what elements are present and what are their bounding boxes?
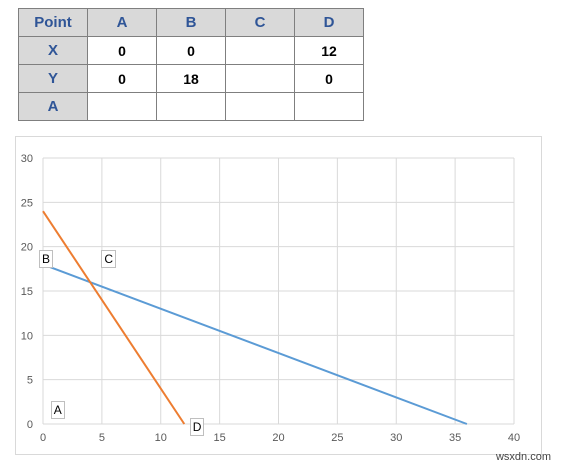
table-header-cell: A [87, 8, 157, 37]
y-tick-label: 10 [21, 330, 33, 342]
table-header-cell: B [156, 8, 226, 37]
table-cell: 0 [294, 64, 364, 93]
table-cell: 0 [87, 36, 157, 65]
x-tick-label: 35 [449, 432, 461, 444]
point-label: D [189, 418, 205, 437]
point-label: B [39, 249, 54, 268]
series-line [42, 263, 468, 425]
table-cell: 12 [294, 36, 364, 65]
table-cell [225, 64, 295, 93]
table-cell [156, 92, 226, 121]
table-cell [294, 92, 364, 121]
table-cell [225, 36, 295, 65]
row-label: X [18, 36, 88, 65]
table-header-row: Point A B C D [18, 8, 364, 37]
table-cell [225, 92, 295, 121]
x-tick-label: 40 [508, 432, 520, 444]
x-tick-label: 5 [99, 432, 105, 444]
y-tick-label: 25 [21, 197, 33, 209]
table-header-cell: C [225, 8, 295, 37]
table-header-cell: Point [18, 8, 88, 37]
x-tick-label: 15 [214, 432, 226, 444]
x-tick-label: 20 [272, 432, 284, 444]
y-tick-label: 0 [27, 419, 33, 431]
line-chart: 0 5 10 15 20 25 30 35 40 0 5 10 15 20 25 30 [21, 153, 520, 444]
series-line [42, 210, 186, 425]
x-tick-label: 30 [390, 432, 402, 444]
y-tick-label: 30 [21, 153, 33, 165]
table-cell: 0 [87, 64, 157, 93]
point-label: C [101, 249, 117, 268]
watermark: wsxdn.com [495, 451, 551, 463]
table-row: Y 0 18 0 [18, 64, 364, 93]
y-tick-label: 15 [21, 286, 33, 298]
y-tick-label: 20 [21, 242, 33, 254]
chart-area: 0 5 10 15 20 25 30 35 40 0 5 10 15 20 25 30 A B C D [15, 136, 542, 455]
x-tick-label: 25 [331, 432, 343, 444]
row-label: A [18, 92, 88, 121]
x-tick-label: 10 [155, 432, 167, 444]
table-cell: 0 [156, 36, 226, 65]
table-cell [87, 92, 157, 121]
row-label: Y [18, 64, 88, 93]
x-tick-label: 0 [40, 432, 46, 444]
data-table: Point A B C D X 0 0 12 Y 0 18 0 A [18, 8, 364, 121]
table-row: A [18, 92, 364, 121]
table-header-cell: D [294, 8, 364, 37]
table-cell: 18 [156, 64, 226, 93]
y-tick-label: 5 [27, 375, 33, 387]
point-label: A [50, 400, 65, 419]
table-row: X 0 0 12 [18, 36, 364, 65]
